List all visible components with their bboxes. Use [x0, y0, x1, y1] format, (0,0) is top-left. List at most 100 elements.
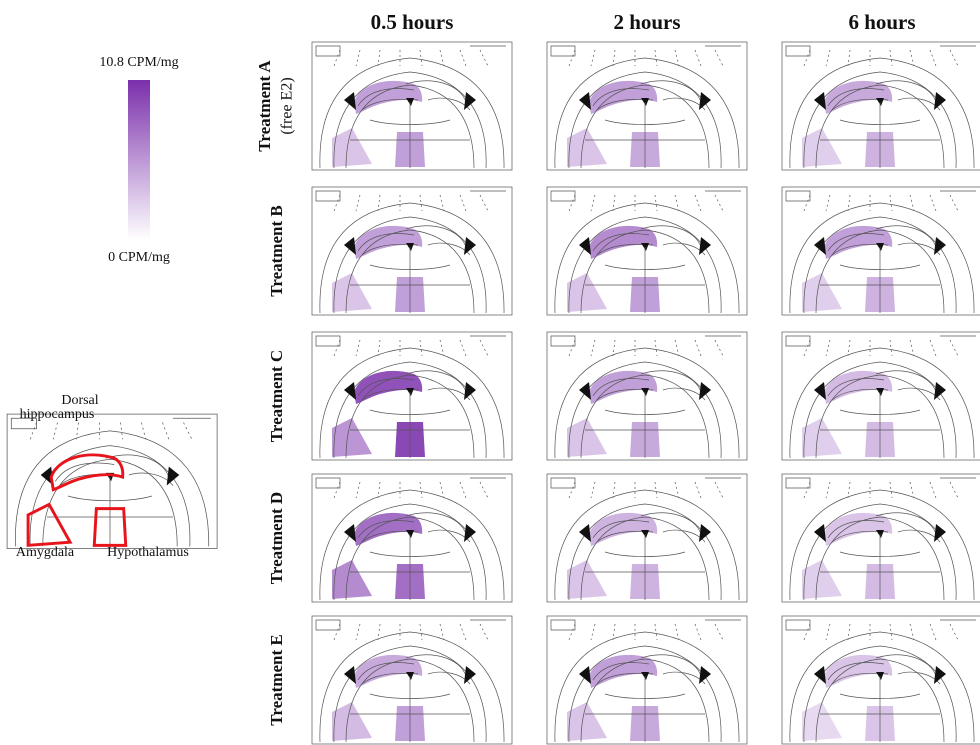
- slice-grid: [674, 49, 680, 67]
- slice-frame: [311, 41, 513, 171]
- slice-midline: [585, 676, 705, 742]
- slice-grid: [694, 623, 702, 641]
- slice-grid: [568, 339, 576, 357]
- brain-slice: [311, 186, 513, 316]
- slice-grid: [439, 49, 445, 67]
- slice-grid: [590, 49, 596, 67]
- slice-grid: [568, 49, 576, 67]
- slice-midline: [820, 392, 940, 458]
- slice-grid: [825, 194, 831, 212]
- region-fill: [332, 560, 372, 599]
- slice-outline: [554, 57, 740, 169]
- region-fill: [567, 418, 607, 457]
- slice-grid: [612, 339, 616, 357]
- slice-grid: [419, 481, 423, 499]
- slice-grid: [847, 49, 851, 67]
- region-fill: [589, 370, 658, 404]
- key-slice: [6, 413, 218, 549]
- slice-cortex: [568, 361, 722, 459]
- slice-grid: [714, 49, 724, 67]
- region-fill: [567, 273, 607, 312]
- slice-grid: [355, 481, 361, 499]
- slice-header: [315, 190, 506, 202]
- slice-cortex: [345, 516, 475, 601]
- region-fill: [354, 80, 423, 114]
- slice-midline: [585, 102, 705, 168]
- slice-grid: [714, 339, 724, 357]
- region-fill: [824, 370, 893, 404]
- slice-grid: [949, 339, 959, 357]
- slice-grid: [889, 481, 893, 499]
- slice-frame: [6, 413, 218, 549]
- slice-grid: [479, 623, 489, 641]
- slice-grid: [654, 623, 658, 641]
- slice-grid: [183, 422, 193, 440]
- slice-midline: [350, 392, 470, 458]
- slice-grid: [825, 481, 831, 499]
- slice-grid: [847, 194, 851, 212]
- slice-grid: [419, 49, 423, 67]
- slice-grid: [377, 339, 381, 357]
- slice-frame: [546, 41, 748, 171]
- brain-slice: [781, 186, 980, 316]
- slice-grid: [419, 194, 423, 212]
- slice-grid: [847, 339, 851, 357]
- slice-outline: [554, 347, 740, 459]
- slice-outline: [554, 489, 740, 601]
- slice-cortex: [803, 71, 957, 169]
- slice-grid: [612, 194, 616, 212]
- slice-grid: [459, 194, 467, 212]
- slice-cortex: [803, 361, 957, 459]
- slice-grid: [674, 339, 680, 357]
- row-label: Treatment E: [267, 634, 286, 725]
- region-fill: [589, 654, 658, 688]
- slice-cortex: [580, 516, 710, 601]
- slice-ventricle: [344, 237, 476, 255]
- region-fill: [332, 702, 372, 741]
- slice-cortex: [333, 361, 487, 459]
- slice-grid: [889, 623, 893, 641]
- slice-cortex: [803, 503, 957, 601]
- region-fill: [567, 702, 607, 741]
- slice-grid: [479, 339, 489, 357]
- slice-grid: [479, 481, 489, 499]
- region-fill: [354, 654, 423, 688]
- slice-grid: [459, 339, 467, 357]
- slice-outline: [319, 631, 505, 743]
- slice-frame: [781, 331, 980, 461]
- brain-slice: [546, 186, 748, 316]
- slice-outline: [319, 489, 505, 601]
- slice-midline: [350, 676, 470, 742]
- slice-grid: [333, 194, 341, 212]
- slice-grid: [889, 194, 893, 212]
- slice-grid: [355, 339, 361, 357]
- slice-midline: [350, 102, 470, 168]
- row-label: Treatment B: [267, 205, 286, 296]
- colorbar: [128, 80, 150, 240]
- slice-grid: [419, 623, 423, 641]
- slice-grid: [76, 422, 79, 440]
- slice-grid: [590, 339, 596, 357]
- slice-midline: [820, 676, 940, 742]
- slice-cortex: [568, 71, 722, 169]
- slice-grid: [479, 49, 489, 67]
- slice-cortex: [345, 374, 475, 459]
- brain-slice: [781, 473, 980, 603]
- slice-grid: [803, 481, 811, 499]
- slice-cortex: [580, 374, 710, 459]
- slice-grid: [803, 339, 811, 357]
- region-fill: [332, 273, 372, 312]
- slice-ventricle: [579, 666, 711, 684]
- slice-grid: [333, 339, 341, 357]
- slice-frame: [781, 473, 980, 603]
- slice-grid: [590, 623, 596, 641]
- slice-grid: [847, 623, 851, 641]
- row-label: Treatment A: [255, 60, 274, 152]
- slice-ventricle: [344, 666, 476, 684]
- slice-cortex: [580, 229, 710, 314]
- slice-grid: [654, 49, 658, 67]
- slice-midline: [820, 247, 940, 313]
- slice-grid: [459, 623, 467, 641]
- brain-slice: [546, 331, 748, 461]
- key-region-outline: [26, 502, 73, 547]
